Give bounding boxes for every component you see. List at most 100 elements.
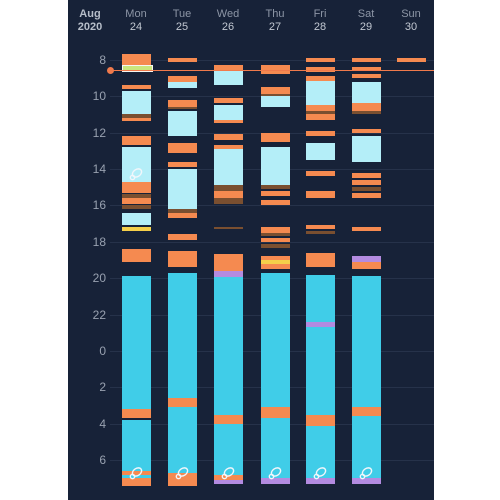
feed-event[interactable]: [261, 190, 290, 197]
feed-event[interactable]: [214, 474, 243, 481]
day-header-thu[interactable]: Thu 27: [255, 8, 295, 34]
light-event[interactable]: [352, 136, 381, 162]
feed-event[interactable]: [306, 414, 335, 426]
feed-event[interactable]: [352, 407, 381, 417]
feed-event[interactable]: [168, 398, 197, 408]
light-event[interactable]: [214, 105, 243, 120]
feed-event[interactable]: [122, 117, 151, 121]
diaper-event[interactable]: [261, 185, 290, 189]
feed-event[interactable]: [214, 134, 243, 140]
medicine-event[interactable]: [261, 478, 290, 484]
diaper-event[interactable]: [168, 107, 197, 110]
feed-event[interactable]: [214, 414, 243, 424]
feed-event[interactable]: [261, 199, 290, 206]
day-header-sat[interactable]: Sat 29: [346, 8, 386, 34]
day-header-fri[interactable]: Fri 28: [300, 8, 340, 34]
feed-event[interactable]: [122, 471, 151, 475]
green-event[interactable]: [122, 65, 153, 72]
feed-event[interactable]: [352, 261, 381, 270]
feed-event[interactable]: [261, 65, 290, 75]
feed-event[interactable]: [168, 57, 197, 63]
feed-event[interactable]: [261, 264, 290, 270]
light-event[interactable]: [122, 90, 151, 115]
feed-event[interactable]: [214, 97, 243, 104]
medicine-event[interactable]: [306, 321, 335, 328]
feed-event[interactable]: [122, 85, 151, 89]
feed-event[interactable]: [306, 225, 335, 229]
diaper-event[interactable]: [122, 205, 151, 209]
diaper-event[interactable]: [214, 185, 243, 191]
diaper-event[interactable]: [261, 243, 290, 249]
feed-event[interactable]: [168, 99, 197, 108]
sleep-event[interactable]: [261, 272, 290, 408]
feed-event[interactable]: [306, 170, 335, 177]
diaper-event[interactable]: [168, 208, 197, 213]
light-event[interactable]: [214, 148, 243, 186]
feed-event[interactable]: [261, 132, 290, 142]
day-header-tue[interactable]: Tue 25: [162, 8, 202, 34]
feed-event[interactable]: [122, 198, 151, 204]
diaper-event[interactable]: [306, 230, 335, 235]
medicine-event[interactable]: [306, 478, 335, 484]
feed-event[interactable]: [168, 250, 197, 268]
feed-event[interactable]: [122, 478, 151, 486]
feed-event[interactable]: [306, 190, 335, 199]
light-event[interactable]: [168, 168, 197, 209]
feed-event[interactable]: [306, 76, 335, 81]
feed-event[interactable]: [352, 179, 381, 186]
light-event[interactable]: [306, 143, 335, 160]
sleep-event[interactable]: [122, 276, 151, 410]
sleep-event[interactable]: [122, 420, 151, 472]
day-header-wed[interactable]: Wed 26: [208, 8, 248, 34]
feed-event[interactable]: [352, 192, 381, 199]
feed-event[interactable]: [168, 161, 197, 168]
feed-event[interactable]: [122, 409, 151, 419]
light-event[interactable]: [352, 81, 381, 104]
feed-event[interactable]: [261, 238, 290, 242]
feed-event[interactable]: [306, 130, 335, 137]
diaper-event[interactable]: [122, 194, 151, 199]
feed-event[interactable]: [352, 57, 381, 63]
diaper-event[interactable]: [214, 227, 243, 230]
medicine-event[interactable]: [352, 478, 381, 484]
sleep-event[interactable]: [214, 423, 243, 475]
feed-event[interactable]: [306, 67, 335, 72]
feed-event[interactable]: [214, 254, 243, 271]
feed-event[interactable]: [214, 119, 243, 124]
light-event[interactable]: [168, 81, 197, 88]
sleep-event[interactable]: [306, 425, 335, 479]
feed-event[interactable]: [214, 65, 243, 70]
feed-event[interactable]: [214, 190, 243, 199]
medicine-event[interactable]: [352, 256, 381, 262]
light-event[interactable]: [168, 110, 197, 137]
bath-event[interactable]: [261, 259, 290, 265]
medicine-event[interactable]: [214, 480, 243, 484]
feed-event[interactable]: [168, 143, 197, 153]
sleep-event[interactable]: [168, 407, 197, 473]
sleep-event[interactable]: [214, 277, 243, 415]
feed-event[interactable]: [168, 472, 197, 486]
feed-event[interactable]: [261, 407, 290, 419]
sleep-event[interactable]: [352, 276, 381, 408]
feed-event[interactable]: [306, 252, 335, 268]
feed-event[interactable]: [352, 128, 381, 133]
feed-event[interactable]: [122, 249, 151, 262]
light-event[interactable]: [122, 212, 151, 226]
light-event[interactable]: [261, 96, 290, 108]
sleep-event[interactable]: [168, 272, 197, 399]
sleep-event[interactable]: [306, 274, 335, 322]
diaper-event[interactable]: [214, 198, 243, 204]
light-event[interactable]: [261, 147, 290, 186]
feed-event[interactable]: [261, 256, 290, 260]
diaper-event[interactable]: [261, 94, 290, 97]
feed-event[interactable]: [352, 67, 381, 71]
diaper-event[interactable]: [261, 232, 290, 237]
feed-event[interactable]: [122, 54, 151, 66]
feed-event[interactable]: [168, 234, 197, 240]
feed-event[interactable]: [261, 227, 290, 233]
feed-event[interactable]: [352, 172, 381, 179]
feed-event[interactable]: [122, 181, 151, 193]
feed-event[interactable]: [122, 136, 151, 146]
day-header-mon[interactable]: Mon 24: [116, 8, 156, 34]
feed-event[interactable]: [306, 57, 335, 63]
